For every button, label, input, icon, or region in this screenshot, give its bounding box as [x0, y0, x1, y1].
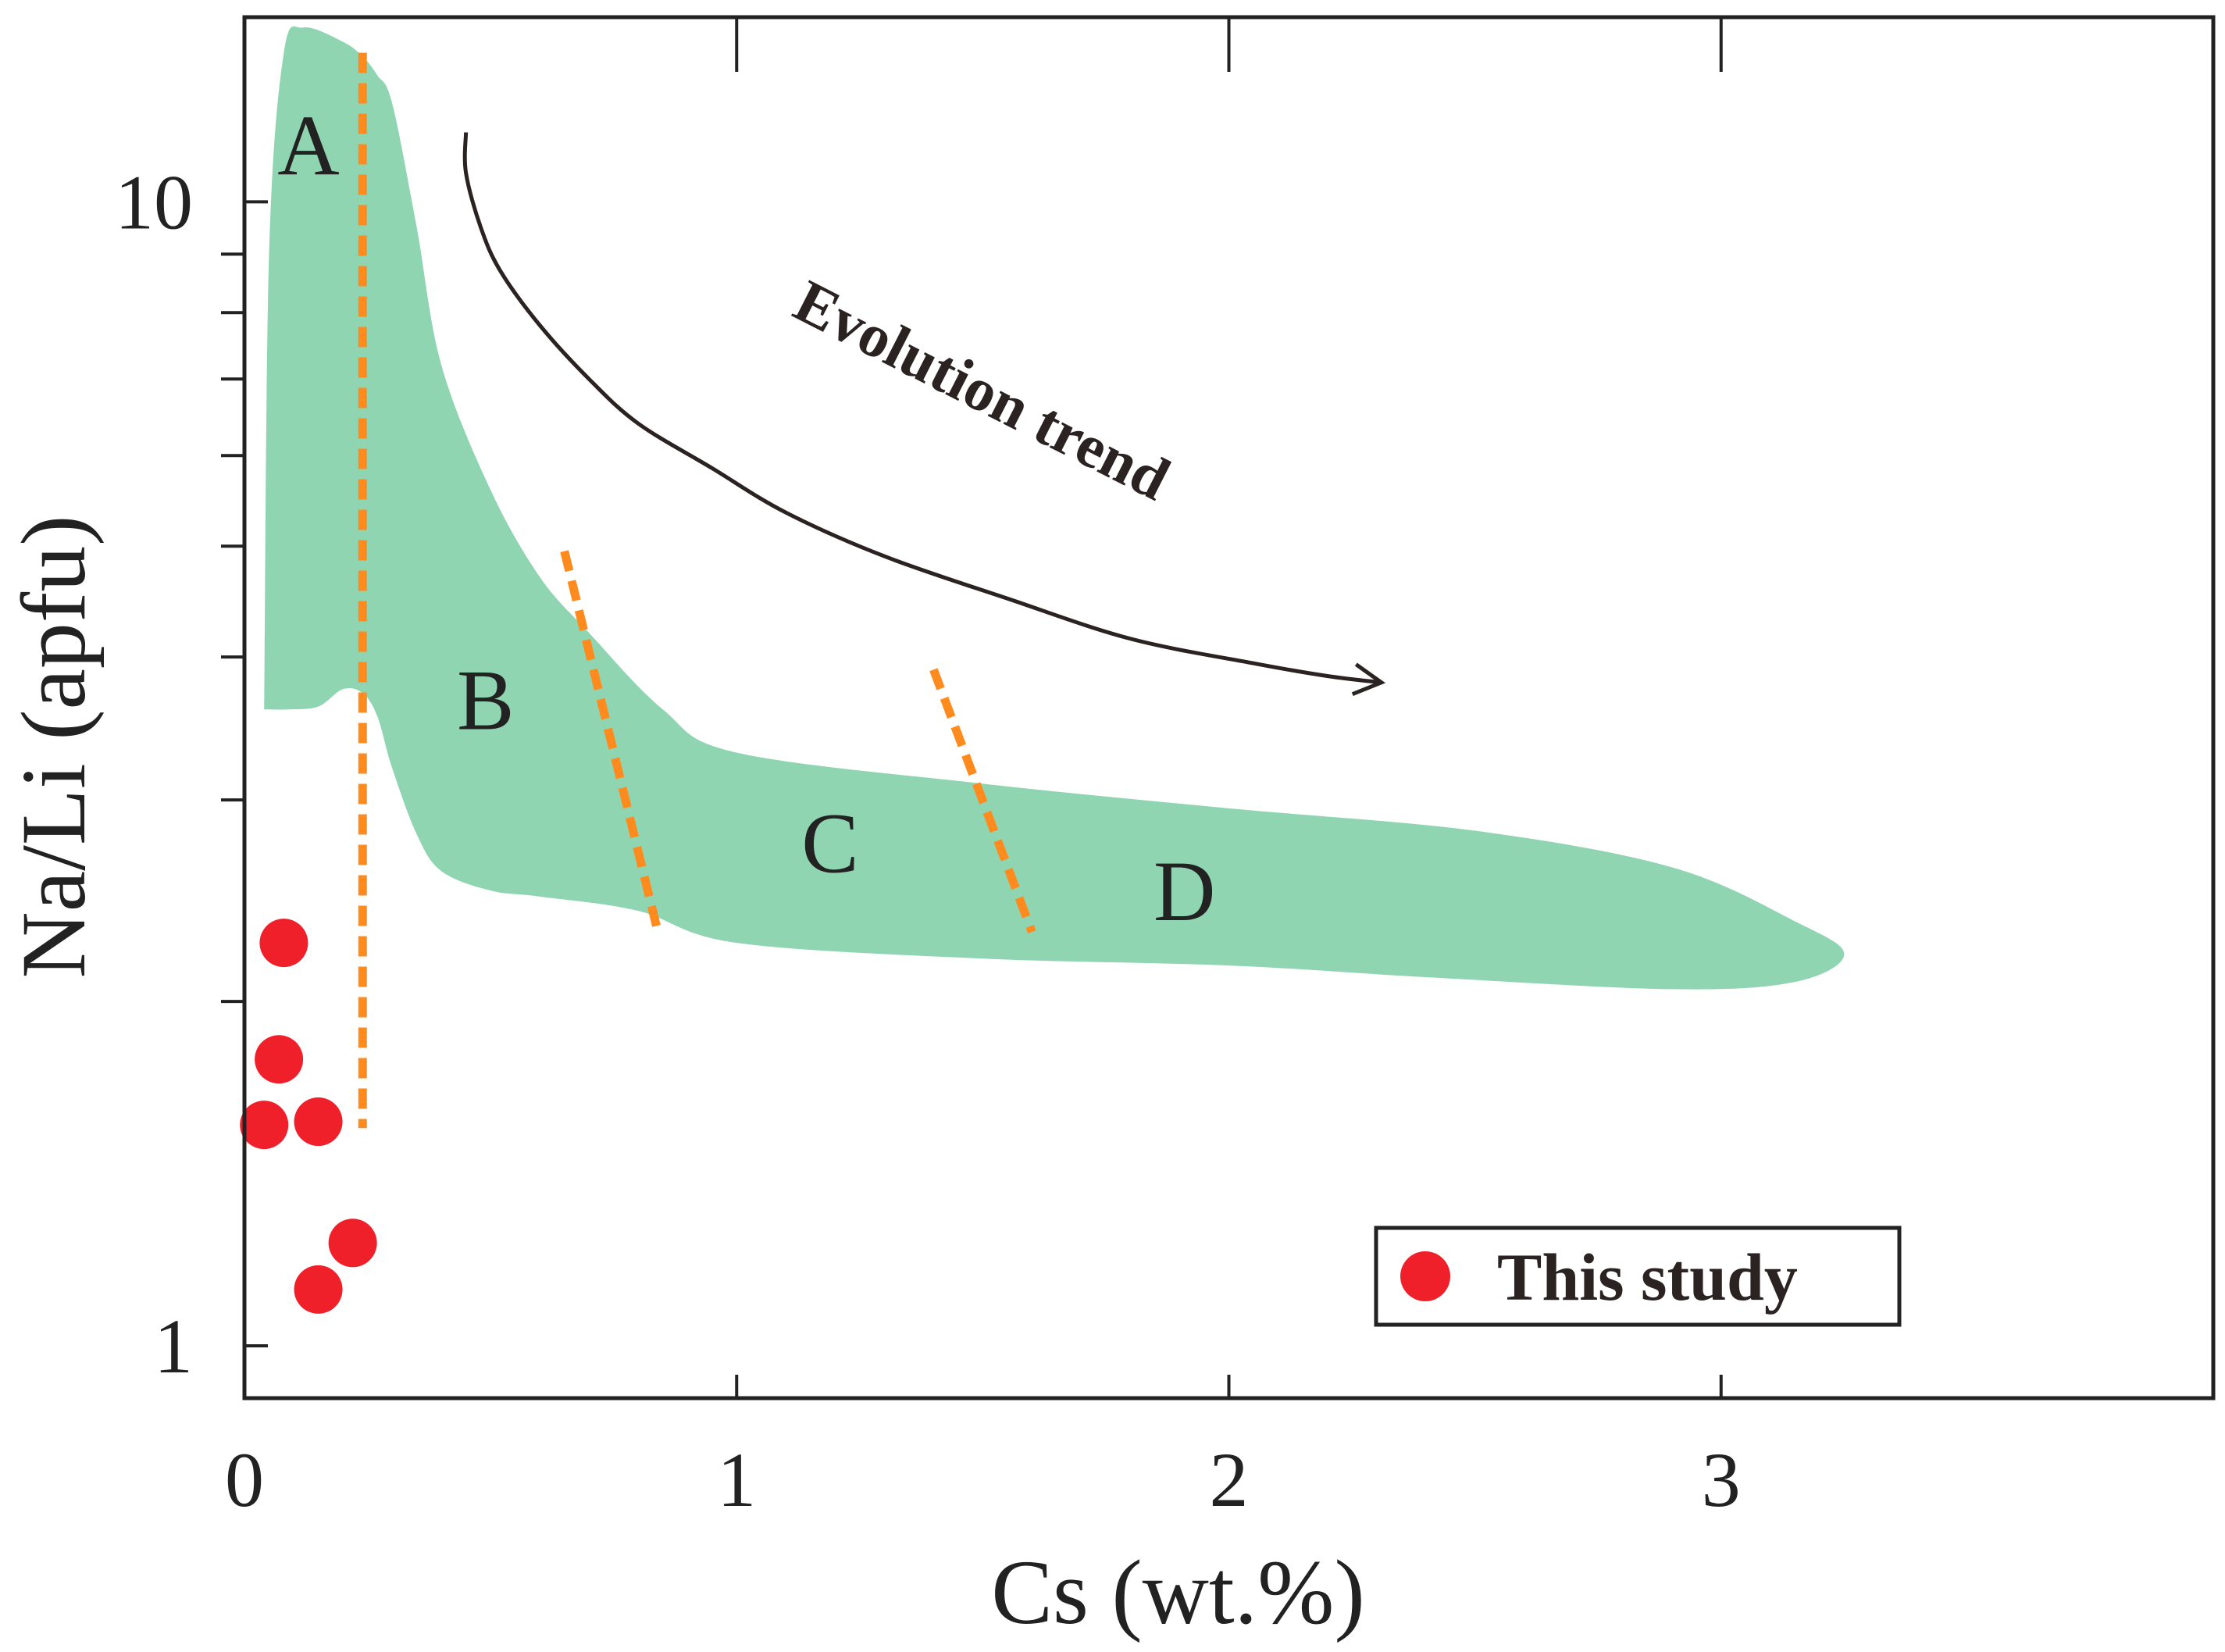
- region-label-c: C: [801, 795, 858, 890]
- legend-box: [1374, 1226, 1902, 1327]
- boundary-line-2: [560, 550, 662, 933]
- data-point: [240, 1101, 289, 1150]
- x-tick-label: 0: [225, 1436, 264, 1523]
- field-layer: [264, 26, 1845, 990]
- boundary-line-3: [929, 668, 1036, 934]
- data-point: [294, 1097, 343, 1147]
- points-layer: [240, 919, 377, 1314]
- region-label-b: B: [457, 652, 514, 748]
- evolution-trend-label: Evolution trend: [784, 266, 1180, 513]
- composition-field: [264, 26, 1845, 990]
- evolution-trend-curve: [462, 132, 1382, 685]
- data-point: [255, 1035, 304, 1084]
- y-axis-title: Na/Li (apfu): [2, 516, 105, 979]
- legend-layer: This study: [1374, 1226, 1902, 1327]
- legend-label: This study: [1497, 1240, 1798, 1315]
- region-label-d: D: [1154, 844, 1215, 939]
- boundary-layer: [358, 52, 1036, 1129]
- data-point: [328, 1218, 377, 1268]
- x-tick-label: 3: [1702, 1436, 1741, 1523]
- legend-marker: [1400, 1251, 1450, 1301]
- data-point: [259, 919, 308, 968]
- region-layer: A B C D: [277, 98, 1215, 939]
- region-label-a: A: [277, 98, 339, 193]
- x-axis-title: Cs (wt.%): [991, 1541, 1365, 1643]
- data-point: [294, 1265, 343, 1314]
- y-tick-label: 10: [115, 159, 193, 245]
- y-tick-label: 1: [154, 1303, 193, 1390]
- x-tick-label: 1: [717, 1436, 756, 1523]
- evolution-trend-arrowhead: [1351, 662, 1386, 696]
- x-tick-label: 2: [1210, 1436, 1249, 1523]
- trend-layer: Evolution trend: [462, 132, 1386, 696]
